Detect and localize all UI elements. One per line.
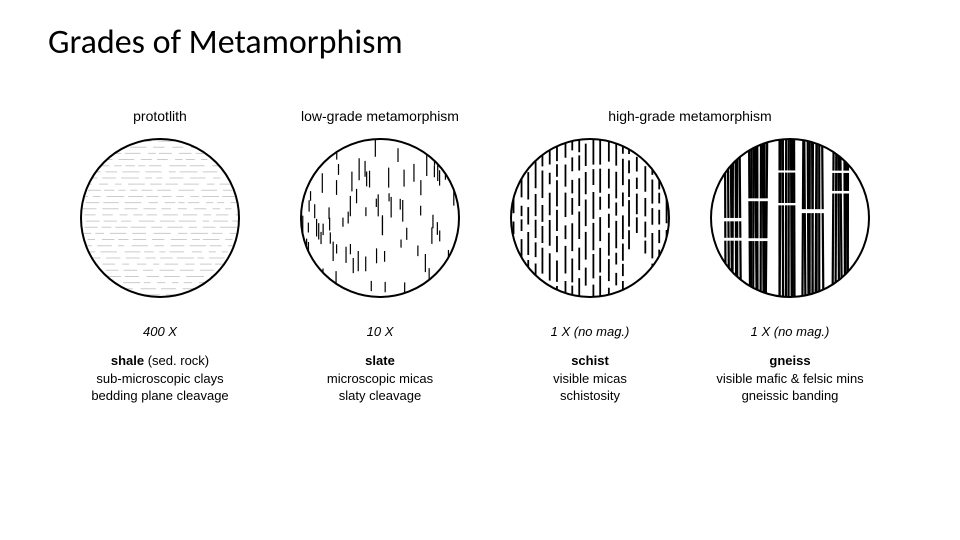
desc-line-gneiss-1: gneissic banding [690, 387, 890, 405]
description-slate: slate microscopic micasslaty cleavage [280, 352, 480, 405]
page-title: Grades of Metamorphism [48, 22, 403, 63]
desc-line-schist-0: visible micas [490, 370, 690, 388]
description-gneiss: gneiss visible mafic & felsic minsgneissi… [690, 352, 890, 405]
description-schist: schist visible micasschistosity [490, 352, 690, 405]
category-label-protolith: prototlith [60, 108, 260, 124]
desc-line-schist-1: schistosity [490, 387, 690, 405]
rock-name-shale: shale [111, 353, 144, 368]
texture-schist [510, 138, 670, 298]
magnification-schist: 1 X (no mag.) [490, 324, 690, 339]
sample-circle-gneiss [710, 138, 870, 298]
desc-line-shale-1: bedding plane cleavage [60, 387, 260, 405]
rock-name-schist: schist [571, 353, 609, 368]
sample-circle-schist [510, 138, 670, 298]
category-label-high_grade: high-grade metamorphism [490, 108, 890, 124]
texture-shale [80, 138, 240, 298]
desc-line-gneiss-0: visible mafic & felsic mins [690, 370, 890, 388]
texture-gneiss [710, 138, 870, 298]
rock-paren-shale: (sed. rock) [144, 353, 209, 368]
sample-circle-shale [80, 138, 240, 298]
category-label-low_grade: low-grade metamorphism [280, 108, 480, 124]
desc-line-slate-1: slaty cleavage [280, 387, 480, 405]
rock-name-gneiss: gneiss [769, 353, 810, 368]
desc-line-shale-0: sub-microscopic clays [60, 370, 260, 388]
texture-slate [300, 138, 460, 298]
magnification-slate: 10 X [280, 324, 480, 339]
description-shale: shale (sed. rock) sub-microscopic claysbe… [60, 352, 260, 405]
desc-line-slate-0: microscopic micas [280, 370, 480, 388]
magnification-gneiss: 1 X (no mag.) [690, 324, 890, 339]
magnification-shale: 400 X [60, 324, 260, 339]
rock-name-slate: slate [365, 353, 395, 368]
sample-circle-slate [300, 138, 460, 298]
